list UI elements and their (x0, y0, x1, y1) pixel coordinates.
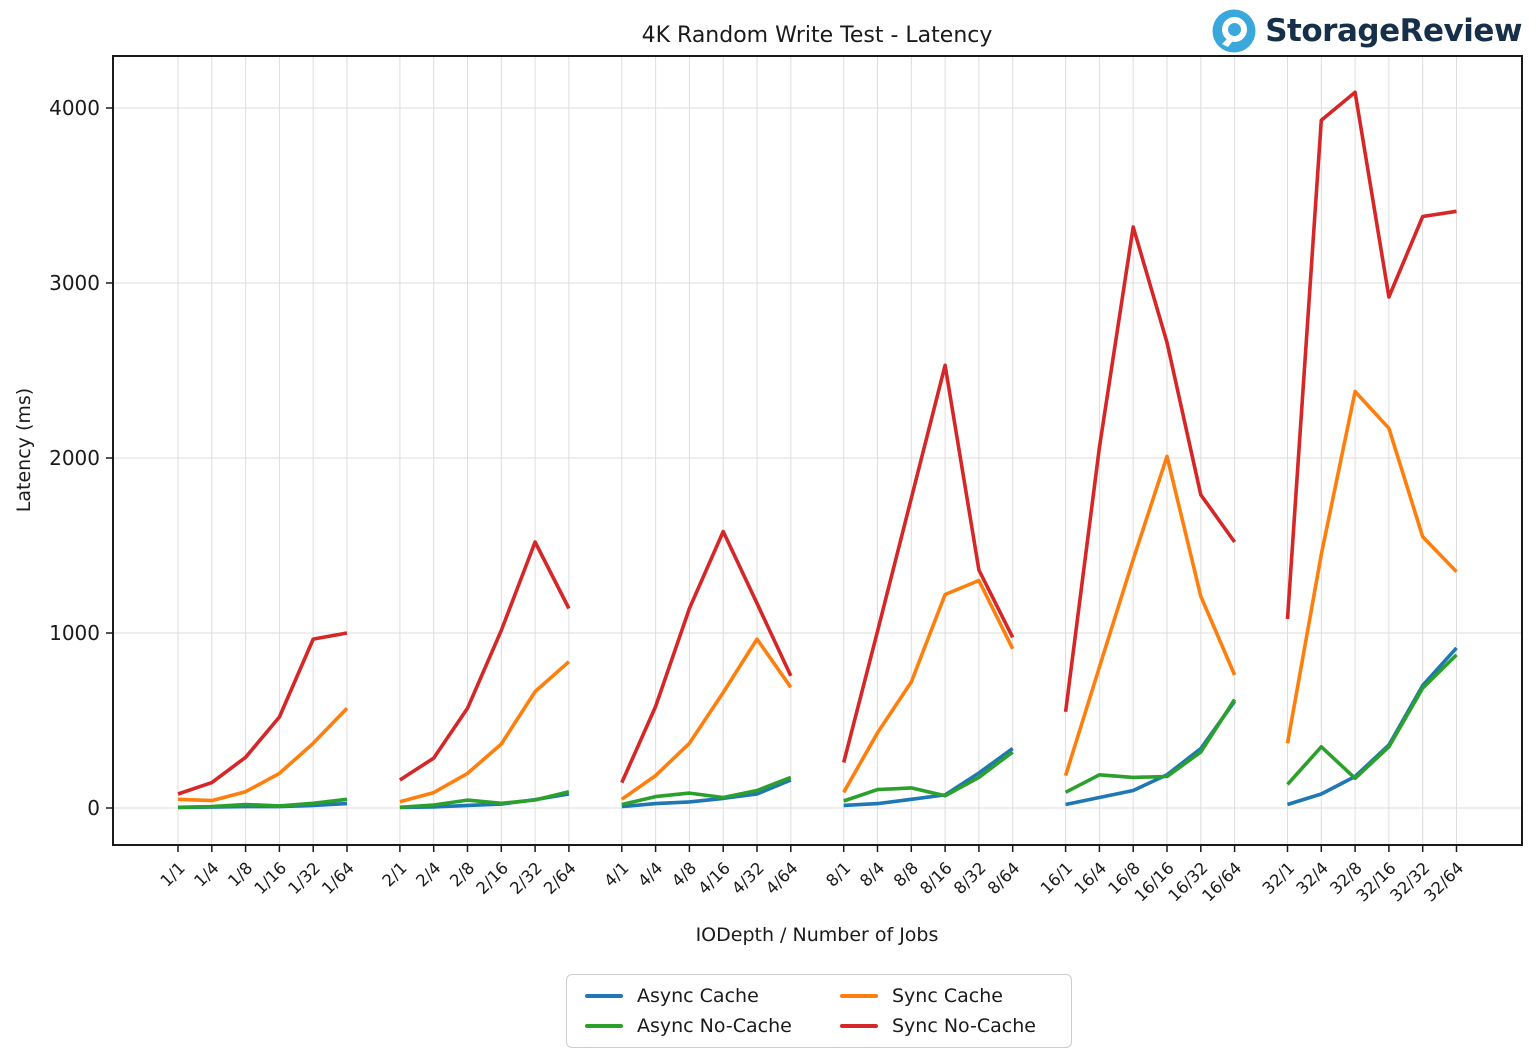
series-line-async-no-cache (177, 797, 348, 810)
x-tick-label: 1/64 (318, 858, 358, 898)
storagereview-logo-icon (1212, 9, 1256, 53)
x-tick-label: 4/16 (694, 858, 734, 898)
series-line-async-cache (1065, 700, 1237, 807)
storagereview-logo: StorageReview (1211, 8, 1522, 54)
x-tick-label: 4/64 (762, 858, 802, 898)
x-tick-label: 8/1 (822, 858, 854, 890)
chart-legend: Async Cache Sync Cache Async No-Cache Sy… (566, 974, 1072, 1048)
legend-label: Sync Cache (892, 985, 1003, 1007)
x-tick-label: 4/1 (600, 858, 632, 890)
series-line-async-cache (1286, 646, 1458, 807)
legend-item-sync-cache: Sync Cache (840, 985, 1053, 1007)
x-tick-label: 2/16 (472, 858, 512, 898)
series-line-async-no-cache (1286, 653, 1458, 786)
x-tick-label: 2/1 (379, 858, 411, 890)
y-tick-label: 2000 (49, 446, 100, 470)
x-tick-label: 32/64 (1420, 858, 1467, 905)
x-axis-label: IODepth / Number of Jobs (696, 924, 939, 946)
x-tick-label: 2/32 (506, 858, 546, 898)
series-line-sync-no-cache (1063, 225, 1237, 713)
x-tick-label: 32/1 (1259, 858, 1299, 898)
series-line-async-cache (843, 747, 1014, 808)
x-tick-label: 4/4 (634, 858, 666, 890)
series-line-async-no-cache (1064, 698, 1237, 794)
x-tick-label: 1/16 (251, 858, 291, 898)
series-line-async-no-cache (621, 775, 792, 807)
series-line-sync-cache (620, 637, 793, 801)
x-tick-label: 8/32 (950, 858, 990, 898)
y-tick-label: 4000 (49, 96, 100, 120)
series-line-async-no-cache (843, 750, 1014, 803)
x-tick-label: 16/1 (1037, 858, 1077, 898)
x-tick-label: 8/4 (856, 858, 888, 890)
chart-title: 4K Random Write Test - Latency (642, 23, 993, 48)
y-tick-label: 0 (87, 796, 100, 820)
series-line-async-cache (621, 778, 792, 809)
x-tick-label: 2/64 (540, 858, 580, 898)
legend-item-async-cache: Async Cache (585, 985, 840, 1007)
y-tick-label: 3000 (49, 271, 100, 295)
series-line-sync-no-cache (177, 631, 348, 796)
x-tick-label: 1/4 (190, 858, 222, 890)
x-tick-label: 1/1 (157, 858, 189, 890)
series-line-sync-cache (177, 707, 349, 803)
plot-border (112, 55, 1523, 846)
x-tick-label: 1/32 (284, 858, 324, 898)
legend-swatch-sync-cache (840, 994, 878, 998)
series-line-async-no-cache (399, 789, 570, 810)
y-axis-label: Latency (ms) (13, 388, 35, 512)
y-tick-label: 1000 (49, 621, 100, 645)
storagereview-logo-text: StorageReview (1265, 13, 1522, 49)
x-tick-label: 16/4 (1071, 858, 1111, 898)
legend-item-async-no-cache: Async No-Cache (585, 1015, 840, 1037)
series-line-sync-cache (399, 660, 571, 804)
legend-label: Async No-Cache (637, 1015, 792, 1037)
x-tick-label: 32/4 (1292, 858, 1332, 898)
x-tick-label: 8/16 (916, 858, 956, 898)
legend-label: Sync No-Cache (892, 1015, 1036, 1037)
legend-swatch-async-cache (585, 994, 623, 998)
series-line-sync-no-cache (620, 529, 793, 784)
series-line-sync-no-cache (1285, 90, 1457, 620)
legend-swatch-async-no-cache (585, 1024, 623, 1028)
legend-item-sync-no-cache: Sync No-Cache (840, 1015, 1053, 1037)
x-tick-label: 8/64 (984, 858, 1024, 898)
series-line-sync-cache (1285, 389, 1458, 744)
legend-swatch-sync-no-cache (840, 1024, 878, 1028)
series-line-sync-cache (1063, 454, 1237, 777)
series-line-sync-no-cache (398, 540, 571, 782)
x-tick-label: 2/4 (412, 858, 444, 890)
legend-label: Async Cache (637, 985, 759, 1007)
x-tick-label: 16/64 (1198, 858, 1245, 905)
series-line-sync-no-cache (841, 363, 1015, 763)
x-tick-label: 4/32 (728, 858, 768, 898)
series-line-sync-cache (842, 578, 1015, 794)
plot-area: 1/1 1/4 1/81/161/321/64 2/1 2/4 2/82/162/322/… (49, 55, 1523, 905)
